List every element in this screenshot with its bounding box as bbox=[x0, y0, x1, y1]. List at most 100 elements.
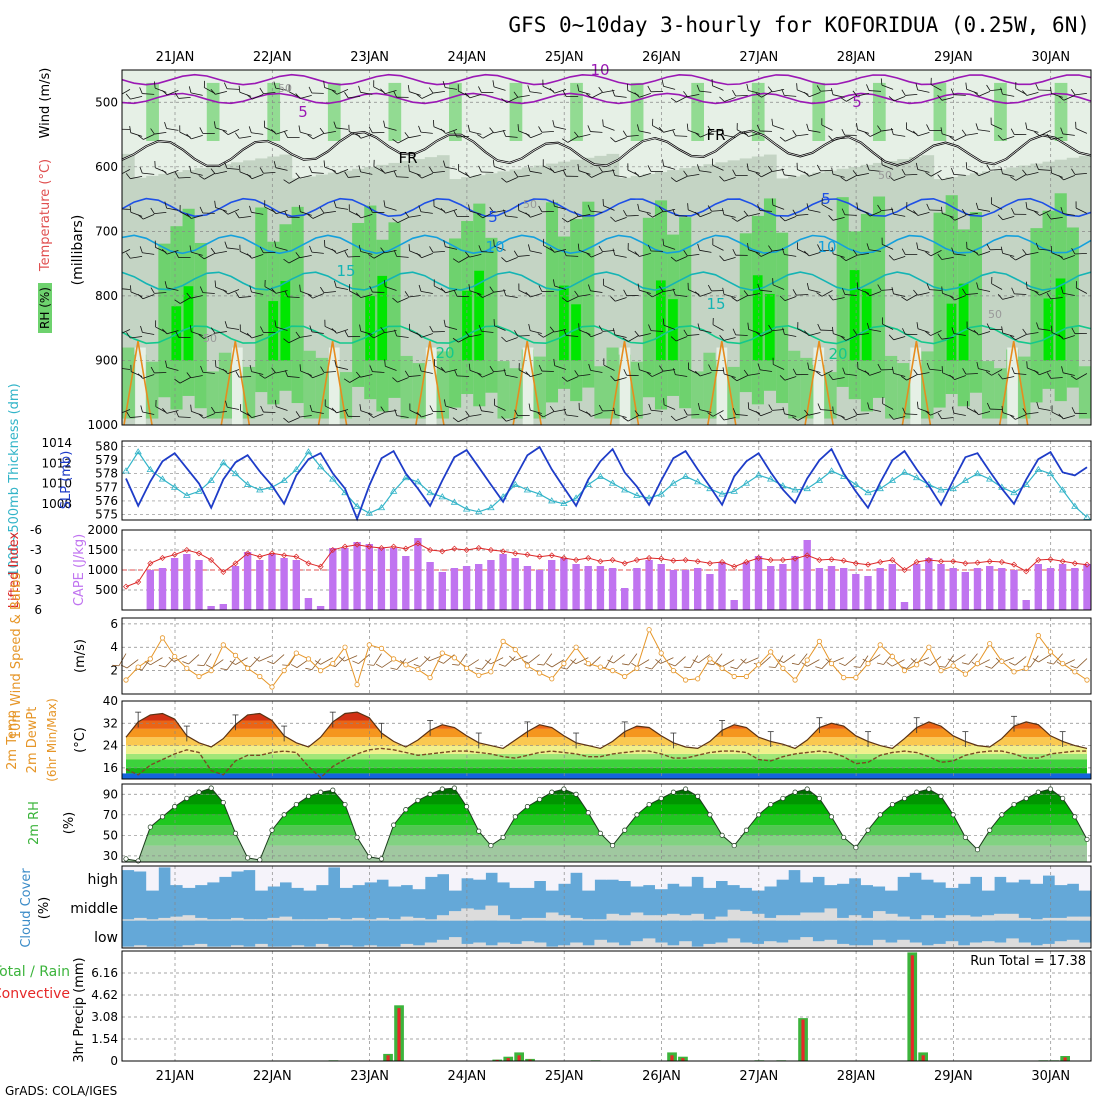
rh-band-saturated bbox=[958, 283, 969, 361]
profile-axis-title: RH (%)Temperature (°C)Wind (m/s)(milliba… bbox=[38, 68, 86, 333]
thickness-point bbox=[596, 472, 605, 479]
wind-barb-shaft bbox=[760, 251, 773, 257]
tick-label: 4.62 bbox=[91, 988, 118, 1002]
li-point bbox=[925, 557, 932, 563]
li-point bbox=[366, 543, 373, 550]
wind-barb-shaft bbox=[311, 251, 324, 254]
cloud-bar bbox=[1042, 917, 1056, 921]
wind-barb-shaft bbox=[941, 97, 954, 101]
wind-barb-flag bbox=[1001, 326, 1004, 334]
wind-speed-point bbox=[561, 660, 567, 667]
surface-wind-barb bbox=[390, 658, 407, 670]
surface-wind-barb bbox=[498, 656, 516, 667]
wind-barb-flag bbox=[334, 360, 337, 367]
wind-barb bbox=[440, 367, 458, 373]
wind-barb bbox=[916, 322, 930, 333]
surface-wind-barb-shaft bbox=[396, 658, 407, 670]
wind-barb-flag bbox=[695, 370, 701, 377]
wind-barb-shaft bbox=[699, 409, 712, 413]
rh-point bbox=[232, 830, 239, 836]
wind-barb bbox=[161, 249, 179, 255]
wind-barb-flag bbox=[574, 370, 579, 377]
wind-barb-shaft bbox=[130, 132, 143, 137]
cloud-bar bbox=[703, 943, 716, 948]
thickness-point bbox=[377, 503, 386, 511]
cloud-bar bbox=[897, 916, 910, 921]
wind-barb bbox=[997, 135, 1015, 141]
wind-barb-shaft bbox=[700, 212, 712, 218]
wind-barb-flag bbox=[990, 117, 992, 125]
rh-band-humid bbox=[981, 361, 995, 419]
wind-barb-shaft bbox=[275, 130, 288, 135]
rh-point bbox=[524, 804, 530, 810]
wind-barb-flag bbox=[779, 375, 786, 381]
rh-point bbox=[756, 812, 762, 818]
wind-barb bbox=[359, 404, 373, 415]
wind-barb-flag bbox=[586, 93, 592, 99]
li-point bbox=[670, 557, 677, 564]
wind-barb-flag bbox=[986, 164, 991, 171]
wind-speed-point bbox=[1047, 649, 1054, 655]
wind-barb-flag bbox=[670, 336, 677, 342]
wind-barb bbox=[392, 217, 409, 224]
rh-point bbox=[184, 795, 190, 801]
surface-wind-barb bbox=[607, 654, 625, 664]
wind-barb bbox=[528, 323, 542, 334]
surface-wind-barb bbox=[314, 657, 333, 665]
rh-point bbox=[123, 856, 129, 862]
wind-barb-flag bbox=[731, 376, 738, 382]
wind-barb bbox=[842, 288, 857, 296]
surface-wind-barb-shaft bbox=[806, 659, 820, 667]
wind-barb-shaft bbox=[893, 373, 906, 377]
wind-barb-shaft bbox=[215, 91, 227, 95]
cloud-high-clear bbox=[848, 866, 862, 879]
wind-barb-shaft bbox=[699, 90, 712, 93]
wind-barb-flag bbox=[137, 373, 144, 379]
wind-barb bbox=[126, 252, 143, 259]
wind-barb-flag bbox=[732, 89, 737, 97]
surface-wind-barb bbox=[267, 654, 285, 665]
rh-point bbox=[974, 847, 981, 853]
wind-barb-shaft bbox=[1026, 92, 1039, 96]
wind-barb-flag bbox=[890, 128, 894, 135]
wind-barb bbox=[757, 363, 773, 372]
wind-barb bbox=[528, 403, 542, 414]
wind-barb-flag bbox=[941, 286, 943, 294]
wind-barb-shaft bbox=[735, 334, 748, 336]
wind-barb-shaft bbox=[676, 96, 688, 103]
wind-barb-shaft bbox=[699, 292, 712, 297]
wind-barb-flag bbox=[916, 322, 919, 329]
cape-bar bbox=[560, 558, 568, 610]
wind-barb-shaft bbox=[991, 123, 1003, 130]
wind-speed-point bbox=[999, 658, 1005, 664]
panel-background bbox=[122, 618, 1091, 694]
cloud-bar bbox=[521, 917, 535, 921]
thickness-point bbox=[730, 487, 738, 494]
surface-wind-barb-shaft bbox=[203, 653, 212, 666]
wind-barb-shaft bbox=[251, 414, 264, 418]
wind-barb bbox=[816, 370, 833, 377]
wind-barb bbox=[864, 131, 882, 137]
cape-bar bbox=[742, 562, 751, 610]
wind-barb-flag bbox=[841, 128, 846, 136]
wind-barb-flag bbox=[514, 330, 519, 337]
wind-barb-shaft bbox=[965, 133, 978, 136]
wind-barb bbox=[949, 215, 966, 221]
wind-barb-shaft bbox=[578, 249, 591, 255]
wind-barb bbox=[369, 285, 385, 293]
surface-wind-barb-shaft bbox=[358, 654, 370, 664]
cloud-bar bbox=[509, 919, 523, 921]
panel-frame bbox=[121, 865, 1092, 949]
contour-label: 20 bbox=[435, 344, 454, 362]
surface-wind-barb-flag bbox=[815, 666, 822, 670]
wind-barb-flag bbox=[757, 204, 761, 211]
wind-barb bbox=[603, 358, 615, 371]
wind-barb bbox=[719, 96, 736, 102]
wind-barb bbox=[210, 88, 227, 95]
rh-point bbox=[245, 855, 251, 861]
wind-barb-flag bbox=[478, 324, 482, 332]
wind-barb bbox=[453, 290, 470, 297]
wind-barb-flag bbox=[1009, 335, 1016, 341]
li-point bbox=[135, 579, 142, 585]
wind-barb bbox=[940, 206, 954, 218]
